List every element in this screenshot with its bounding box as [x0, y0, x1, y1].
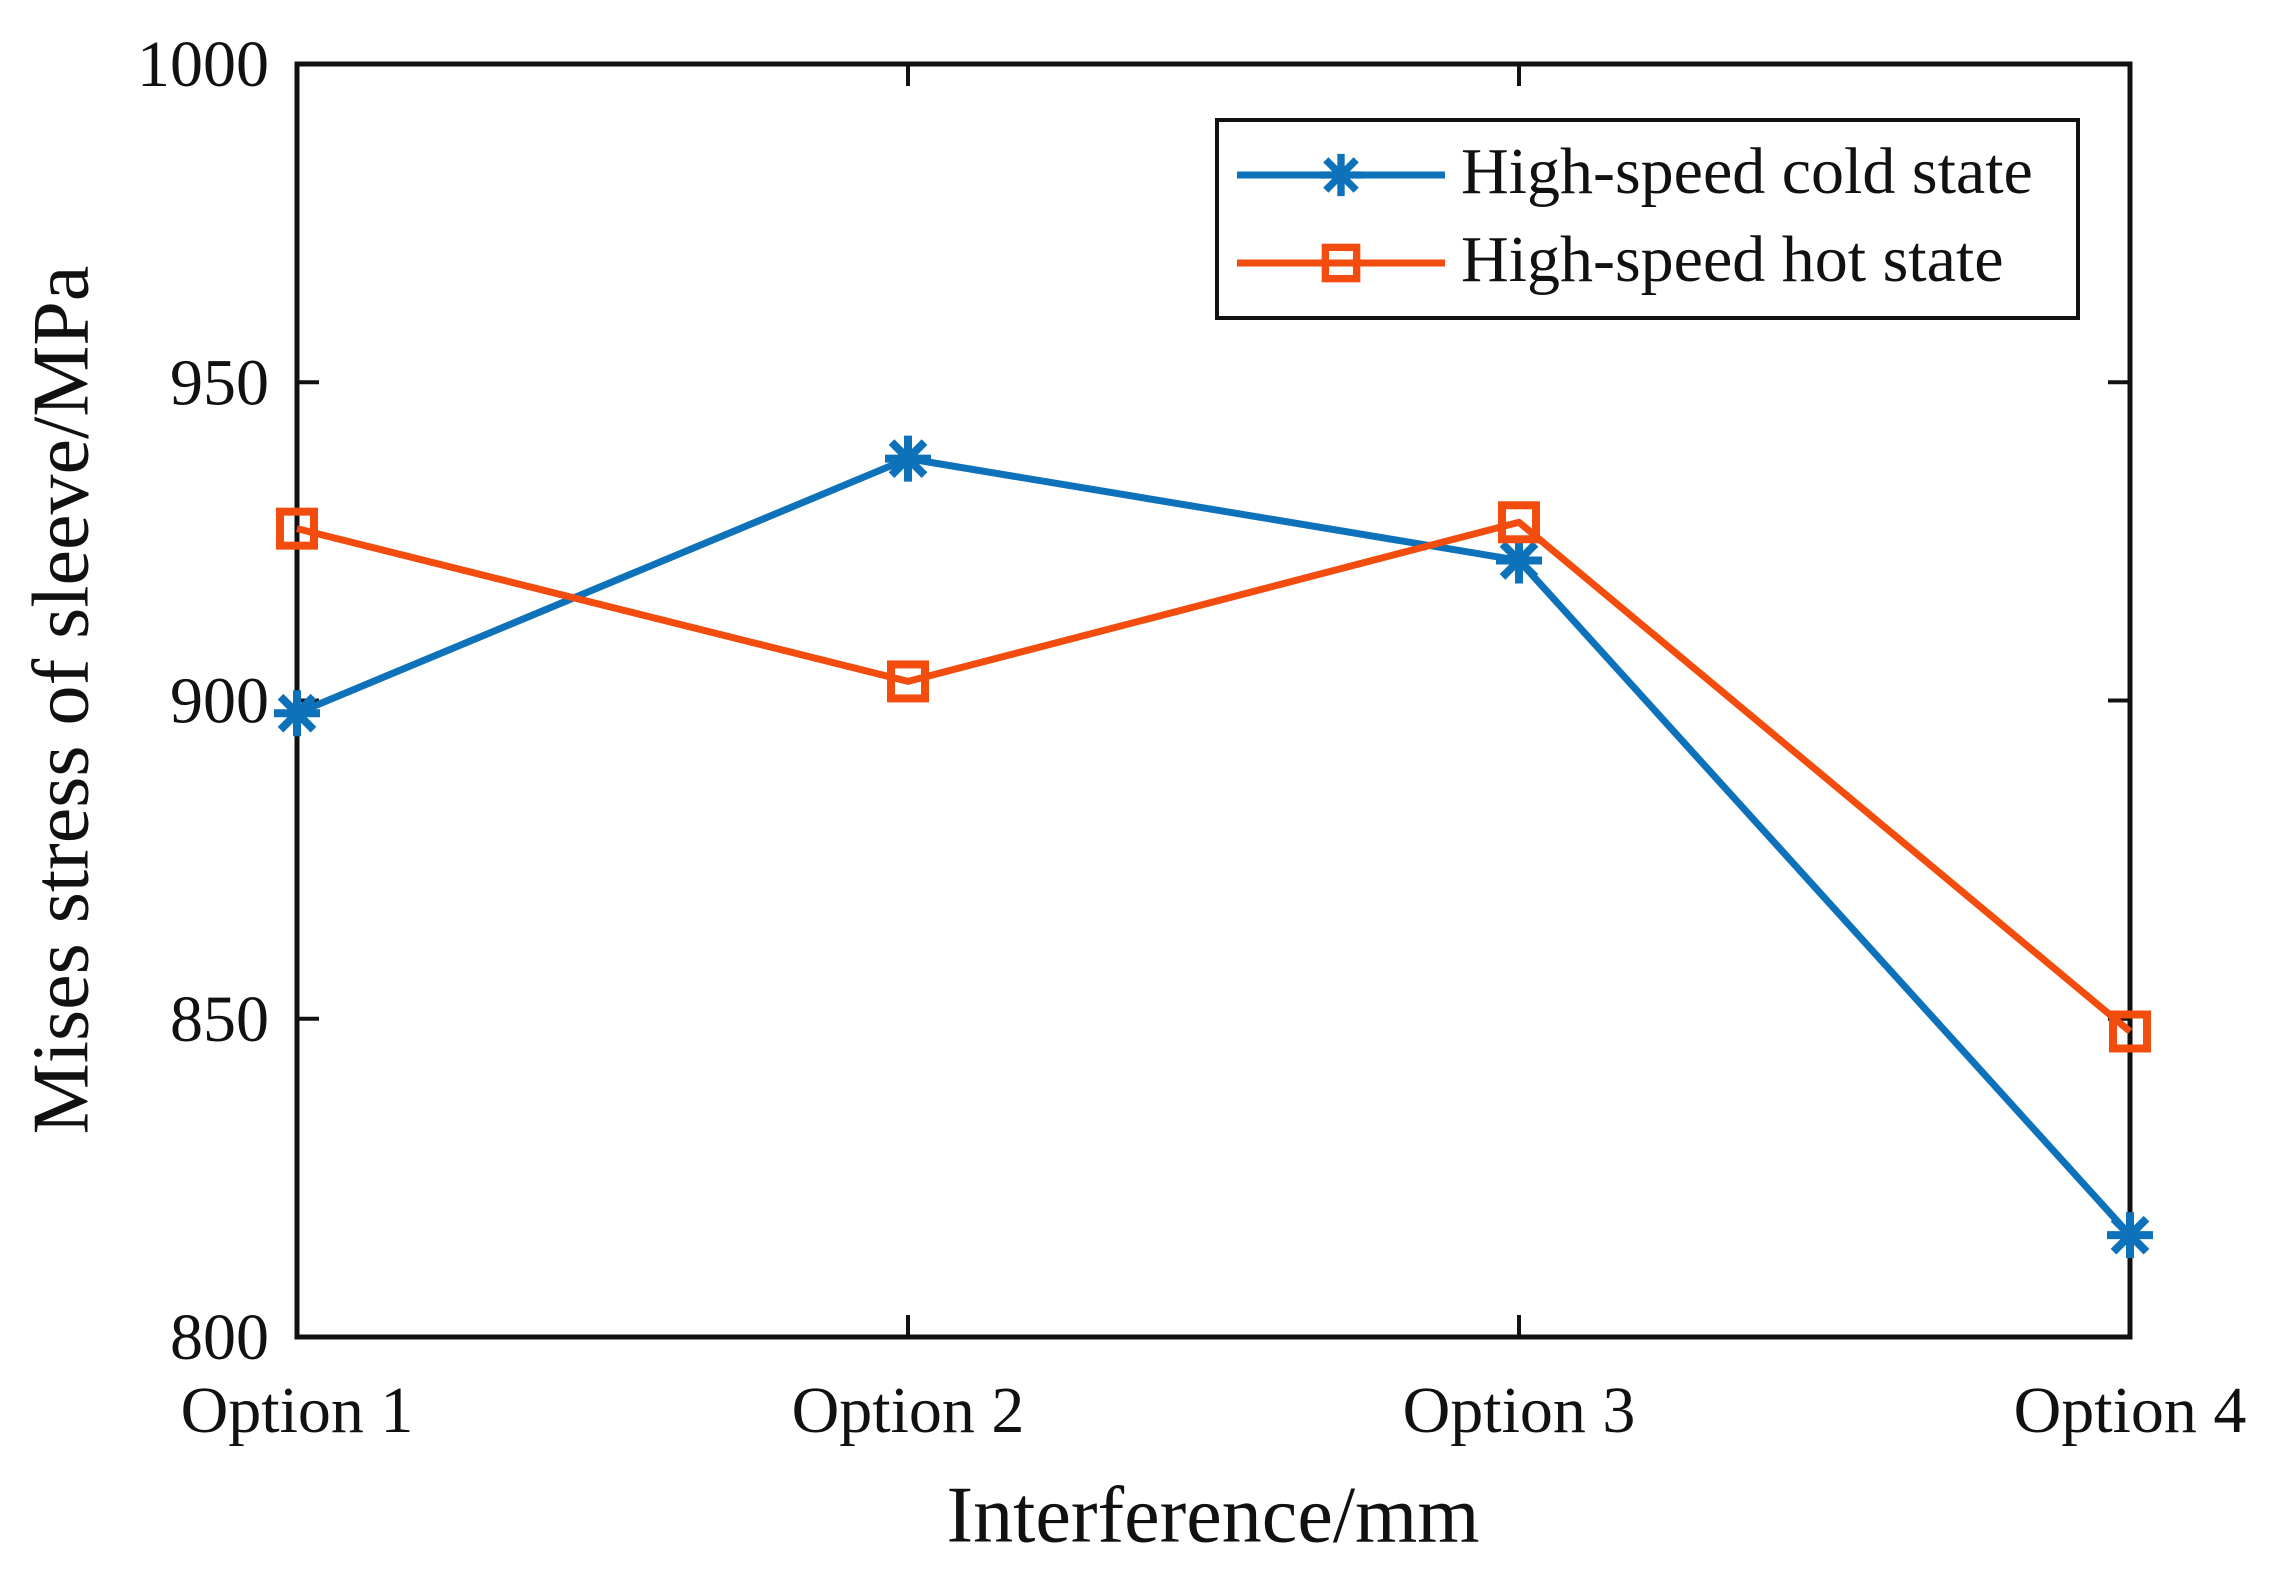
y-tick-label: 950 — [170, 346, 269, 419]
x-tick-label: Option 3 — [1403, 1374, 1636, 1447]
series-line — [296, 518, 2133, 1035]
series-cold — [274, 435, 2153, 1259]
legend: High-speed cold state High-speed hot sta… — [1215, 118, 2080, 320]
x-tick-label: Option 4 — [2014, 1374, 2247, 1447]
x-tick-label: Option 1 — [181, 1374, 414, 1447]
series-line — [295, 455, 2133, 1238]
x-axis-label: Interference/mm — [946, 1471, 1480, 1560]
legend-label-hot: High-speed hot state — [1461, 223, 2004, 297]
y-tick-label: 850 — [170, 983, 269, 1056]
series-hot — [276, 501, 2151, 1053]
x-tick-label: Option 2 — [792, 1374, 1025, 1447]
legend-square-marker-icon — [1237, 243, 1445, 283]
y-tick-label: 800 — [170, 1301, 269, 1374]
y-tick-label: 1000 — [137, 28, 269, 101]
y-axis-label: Mises stress of sleeve/MPa — [17, 265, 106, 1135]
y-tick-label: 900 — [170, 665, 269, 738]
legend-label-cold: High-speed cold state — [1461, 134, 2033, 208]
legend-asterisk-marker-icon — [1237, 153, 1445, 196]
legend-row-hot: High-speed hot state — [1235, 227, 2076, 299]
legend-row-cold: High-speed cold state — [1235, 134, 2076, 211]
